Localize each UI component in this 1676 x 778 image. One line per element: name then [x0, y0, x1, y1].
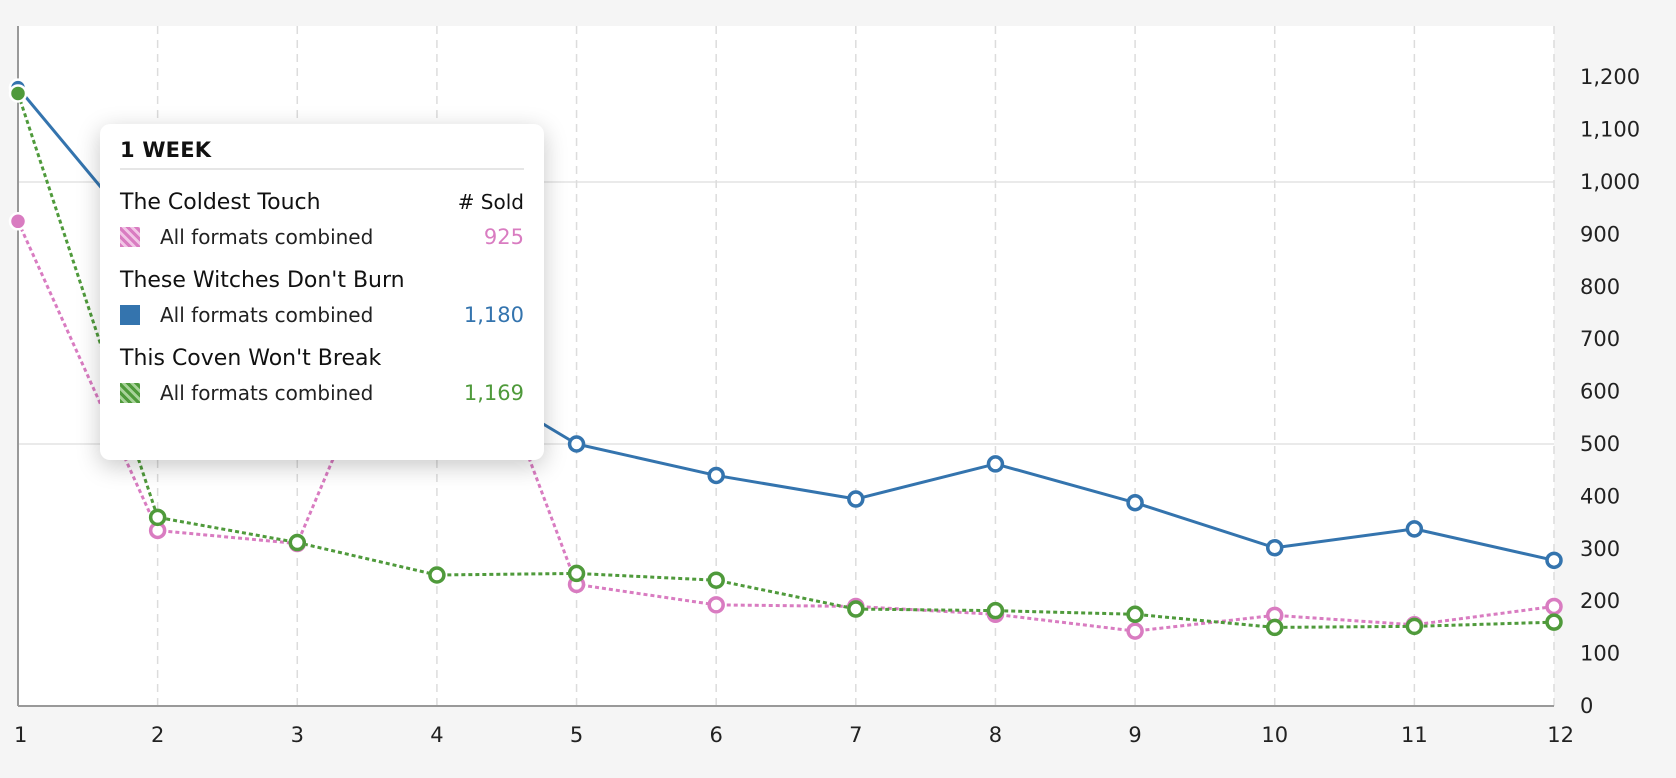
x-tick-label: 3: [291, 723, 304, 747]
y-tick-label: 700: [1580, 327, 1620, 351]
x-tick-label: 4: [430, 723, 443, 747]
x-tick-label: 1: [14, 723, 27, 747]
series-point-1: [1545, 551, 1563, 570]
tooltip-format-label: All formats combined: [160, 225, 374, 249]
series-point-2: [148, 508, 167, 527]
y-tick-label: 300: [1580, 537, 1620, 561]
tooltip-value: 925: [483, 225, 524, 249]
y-tick-label: 600: [1580, 380, 1620, 404]
y-tick-label: 1,000: [1580, 170, 1640, 194]
series-point-0: [1545, 597, 1563, 616]
series-point-2: [1126, 605, 1144, 624]
x-tick-label: 8: [989, 723, 1002, 747]
y-tick-label: 500: [1580, 432, 1620, 456]
series-point-2: [986, 601, 1005, 620]
tooltip-book-name: The Coldest Touch: [120, 190, 321, 215]
series-point-2: [847, 600, 865, 618]
series-point-2: [1545, 613, 1563, 631]
series-point-1: [707, 466, 725, 485]
y-tick-label: 100: [1580, 642, 1620, 666]
series-point-2: [8, 84, 28, 103]
x-tick-label: 6: [709, 723, 722, 747]
series-point-2: [288, 533, 307, 552]
series-point-2: [567, 564, 586, 583]
y-tick-label: 900: [1580, 222, 1620, 246]
tooltip-book-coldest-touch: The Coldest Touch # Sold All formats com…: [120, 190, 524, 254]
x-tick-label: 11: [1401, 723, 1428, 747]
series-line-0: [16, 211, 1555, 633]
tooltip-book-name: These Witches Don't Burn: [120, 268, 405, 293]
series-point-1: [847, 490, 865, 508]
hover-tooltip: 1 WEEK The Coldest Touch # Sold All form…: [100, 124, 544, 460]
series-point-0: [707, 596, 725, 614]
tooltip-value: 1,169: [463, 381, 524, 405]
series-point-2: [1265, 618, 1284, 637]
x-tick-label: 12: [1547, 723, 1574, 747]
series-line-2: [16, 92, 1555, 629]
tooltip-book-witches-dont-burn: These Witches Don't Burn All formats com…: [120, 268, 524, 332]
y-tick-label: 1,100: [1580, 118, 1640, 142]
y-tick-label: 0: [1580, 694, 1593, 718]
series-point-2: [707, 571, 725, 589]
x-tick-label: 10: [1261, 723, 1288, 747]
series-point-0: [1126, 622, 1144, 640]
series-point-1: [986, 455, 1005, 473]
tooltip-value: 1,180: [463, 303, 524, 327]
y-tick-label: 800: [1580, 275, 1620, 299]
x-tick-label: 7: [849, 723, 862, 747]
y-tick-label: 1,200: [1580, 65, 1640, 89]
series-point-2: [1405, 617, 1424, 636]
x-tick-label: 9: [1128, 723, 1141, 747]
series-point-2: [428, 566, 446, 584]
x-tick-label: 2: [151, 723, 164, 747]
tooltip-format-label: All formats combined: [160, 303, 374, 327]
series-point-1: [1126, 493, 1144, 512]
series-point-1: [1405, 520, 1424, 538]
tooltip-format-label: All formats combined: [160, 381, 374, 405]
series-point-1: [1265, 539, 1284, 557]
y-tick-label: 400: [1580, 484, 1620, 508]
tooltip-title: 1 WEEK: [120, 138, 524, 170]
tooltip-column-header: # Sold: [457, 190, 524, 214]
green-hatched-swatch-icon: [120, 383, 140, 403]
series-point-1: [567, 435, 586, 453]
series-point-0: [8, 212, 28, 231]
tooltip-book-coven-wont-break: This Coven Won't Break All formats combi…: [120, 346, 524, 410]
y-tick-label: 200: [1580, 589, 1620, 613]
pink-hatched-swatch-icon: [120, 227, 140, 247]
x-tick-label: 5: [570, 723, 583, 747]
blue-swatch-icon: [120, 305, 140, 325]
tooltip-book-name: This Coven Won't Break: [120, 346, 382, 371]
